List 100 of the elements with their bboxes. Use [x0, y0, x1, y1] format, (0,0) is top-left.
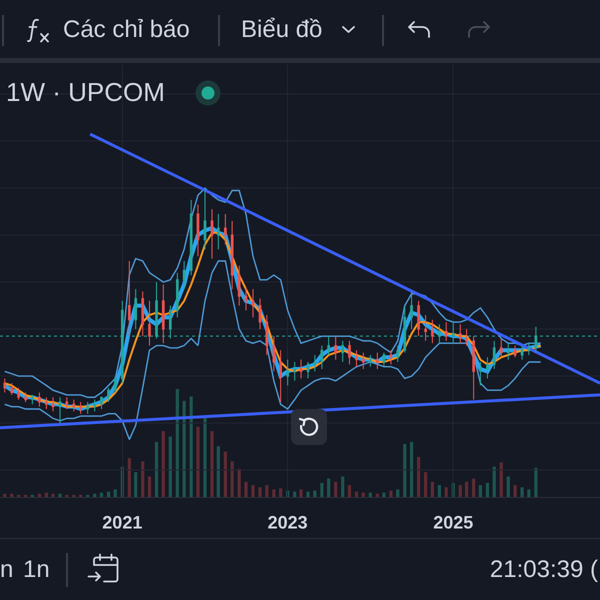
- bar: [492, 466, 496, 497]
- bar: [520, 487, 524, 497]
- candlestick: [341, 340, 344, 363]
- bar: [244, 482, 248, 497]
- bar: [134, 472, 138, 497]
- candlestick: [382, 352, 386, 368]
- candlestick: [486, 356, 489, 379]
- candlestick: [210, 208, 214, 260]
- text: n: [0, 556, 14, 584]
- bar: [327, 478, 330, 497]
- bar: [230, 461, 234, 497]
- candlestick: [134, 288, 138, 330]
- candlestick: [65, 396, 68, 410]
- bar: [444, 487, 448, 497]
- bar: [251, 485, 255, 497]
- bar: [389, 490, 393, 497]
- bar: [458, 485, 462, 497]
- bar: [216, 446, 220, 497]
- candlestick: [52, 396, 54, 412]
- bar: [534, 468, 538, 497]
- candlestick: [238, 265, 241, 306]
- bar: [465, 482, 468, 497]
- candlestick: [86, 401, 89, 414]
- candlestick: [514, 345, 516, 358]
- candlestick: [424, 314, 427, 342]
- bar: [106, 492, 110, 497]
- bar: [348, 485, 352, 497]
- bar: [114, 489, 117, 497]
- candlestick: [327, 336, 330, 356]
- candlestick: [148, 300, 151, 346]
- bar: [93, 494, 96, 497]
- candlestick: [279, 350, 282, 402]
- x-tick-label: 2025: [433, 512, 474, 533]
- candlestick: [479, 362, 482, 386]
- bar: [176, 389, 179, 497]
- candlestick: [244, 286, 248, 311]
- candlestick: [417, 300, 420, 337]
- candlestick: [58, 396, 62, 424]
- candlestick: [472, 336, 475, 400]
- bar: [341, 476, 344, 497]
- candlestick: [3, 378, 6, 394]
- candlestick: [272, 336, 276, 372]
- candlestick: [107, 387, 110, 402]
- candlestick: [196, 204, 200, 257]
- candlestick: [520, 345, 524, 360]
- candlestick: [348, 340, 351, 365]
- bar: [238, 468, 241, 497]
- bar: [410, 442, 414, 497]
- bar: [272, 489, 276, 497]
- candlestick: [72, 399, 76, 412]
- bar: [299, 489, 303, 497]
- text: Biểu đồ: [241, 16, 322, 44]
- bar: [168, 436, 172, 497]
- candlestick: [431, 319, 434, 344]
- x-tick-label: 2023: [268, 512, 308, 533]
- text: 21:03:39 (: [490, 556, 598, 584]
- bar: [403, 444, 406, 497]
- candlestick: [368, 354, 372, 368]
- bar: [382, 492, 386, 497]
- candlestick: [444, 322, 448, 342]
- bar: [44, 492, 48, 497]
- bar: [306, 492, 310, 497]
- bar: [128, 458, 131, 497]
- bar: [100, 492, 104, 497]
- bar: [224, 452, 227, 497]
- candlestick: [300, 359, 302, 379]
- candlestick: [286, 359, 289, 386]
- candlestick: [438, 324, 441, 344]
- bar: [368, 492, 372, 497]
- candlestick: [492, 340, 496, 370]
- chart-title: 1W · UPCOM: [6, 77, 165, 108]
- bar: [162, 431, 165, 497]
- bar: [478, 485, 482, 497]
- bar: [190, 396, 193, 497]
- candlestick: [528, 342, 530, 356]
- bar: [500, 462, 503, 497]
- bar: [486, 482, 490, 497]
- candlestick: [217, 214, 220, 250]
- candlestick: [128, 260, 131, 337]
- bar: [396, 489, 400, 497]
- candlestick: [293, 362, 296, 382]
- bar: [527, 489, 530, 497]
- candlestick: [31, 394, 34, 405]
- candlestick: [93, 399, 96, 412]
- candlestick: [320, 345, 324, 370]
- bar: [258, 487, 262, 497]
- bar: [279, 488, 282, 497]
- bar: [313, 490, 316, 497]
- candlestick: [410, 291, 413, 330]
- bar: [141, 461, 144, 497]
- bar: [320, 482, 324, 497]
- candlestick: [334, 336, 338, 360]
- candlestick: [396, 345, 400, 363]
- bar: [148, 476, 152, 497]
- candlestick: [306, 362, 310, 379]
- bar: [472, 478, 476, 497]
- text: 1n: [23, 556, 50, 584]
- bar: [354, 492, 358, 497]
- candlestick: [390, 350, 392, 365]
- bar: [196, 426, 200, 497]
